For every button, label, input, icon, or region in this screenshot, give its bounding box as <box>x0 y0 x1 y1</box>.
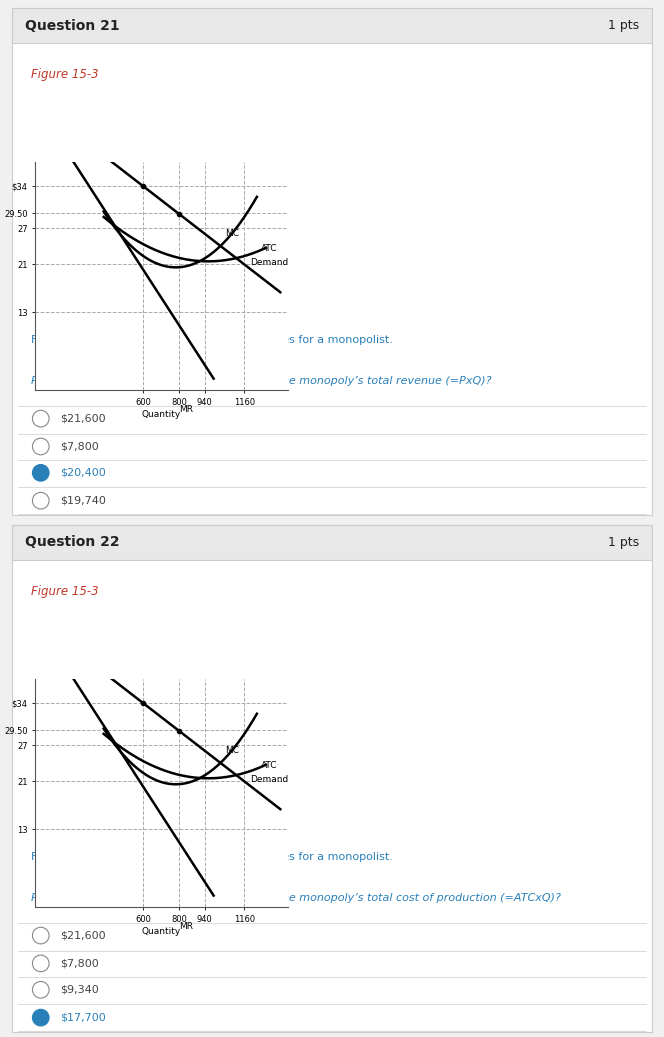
Text: Figure 15-3: Figure 15-3 <box>31 585 99 597</box>
Text: MC: MC <box>225 746 239 755</box>
Y-axis label: Revenue
and costs: Revenue and costs <box>0 774 1 813</box>
Text: MC: MC <box>225 229 239 239</box>
Text: $7,800: $7,800 <box>60 442 99 451</box>
Text: Question 22: Question 22 <box>25 535 120 550</box>
Text: Demand: Demand <box>250 258 289 268</box>
X-axis label: Quantity: Quantity <box>141 927 181 935</box>
Text: 1 pts: 1 pts <box>608 536 639 549</box>
Text: Figure 15-3 shows the demand and cost curves for a monopolist.: Figure 15-3 shows the demand and cost cu… <box>31 335 393 345</box>
Text: Refer to Figure 15-3. What is the amount of the monopoly’s total cost of product: Refer to Figure 15-3. What is the amount… <box>31 893 561 902</box>
Text: $20,400: $20,400 <box>60 468 106 478</box>
Text: $7,800: $7,800 <box>60 958 99 969</box>
Text: ATC: ATC <box>260 761 277 769</box>
Text: Demand: Demand <box>250 776 289 784</box>
Text: Figure 15-3: Figure 15-3 <box>31 67 99 81</box>
Text: $21,600: $21,600 <box>60 414 106 424</box>
Text: Refer to Figure 15-3. What is the amount of the monopoly’s total revenue (=PxQ)?: Refer to Figure 15-3. What is the amount… <box>31 375 491 386</box>
Text: MR: MR <box>179 405 194 415</box>
Text: $17,700: $17,700 <box>60 1013 106 1022</box>
Y-axis label: Revenue
and costs: Revenue and costs <box>0 256 1 297</box>
Text: 1 pts: 1 pts <box>608 19 639 32</box>
Text: ATC: ATC <box>260 244 277 253</box>
X-axis label: Quantity: Quantity <box>141 410 181 419</box>
Text: $19,740: $19,740 <box>60 496 106 506</box>
Text: $9,340: $9,340 <box>60 985 99 994</box>
Bar <box>12 525 652 560</box>
Text: Question 21: Question 21 <box>25 19 120 32</box>
Bar <box>12 8 652 43</box>
Text: Figure 15-3 shows the demand and cost curves for a monopolist.: Figure 15-3 shows the demand and cost cu… <box>31 852 393 862</box>
Text: MR: MR <box>179 922 194 931</box>
Ellipse shape <box>33 465 49 481</box>
Ellipse shape <box>33 1009 49 1026</box>
Text: $21,600: $21,600 <box>60 930 106 941</box>
